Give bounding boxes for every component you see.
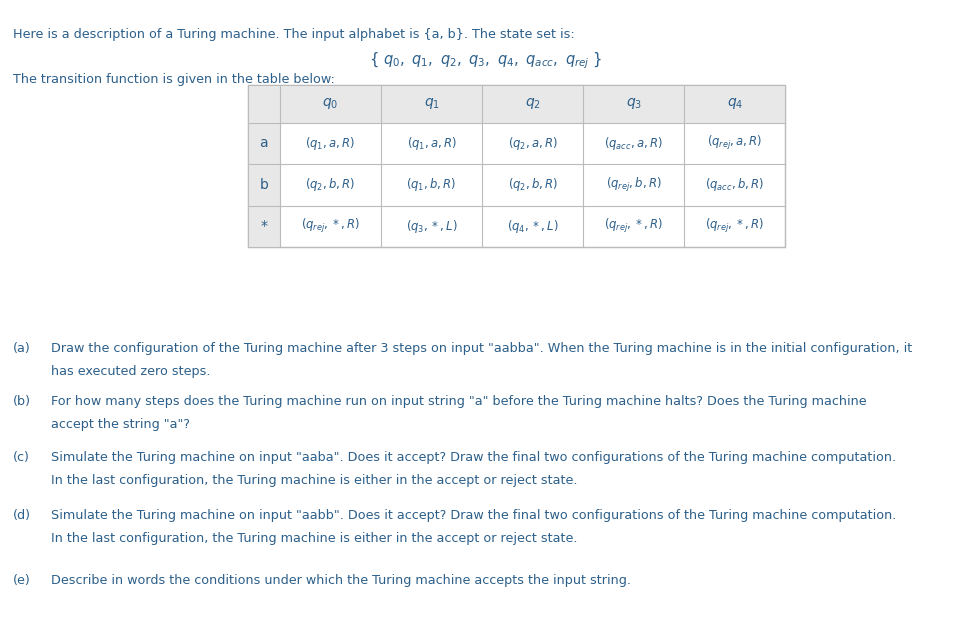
Text: $(q_2, b, R)$: $(q_2, b, R)$ bbox=[507, 176, 558, 193]
Text: a: a bbox=[260, 136, 268, 150]
Text: $(q_3, *, L)$: $(q_3, *, L)$ bbox=[405, 218, 458, 235]
Text: $q_2$: $q_2$ bbox=[525, 97, 540, 111]
Text: $(q_4, *, L)$: $(q_4, *, L)$ bbox=[506, 218, 559, 235]
Text: $(q_1, a, R)$: $(q_1, a, R)$ bbox=[406, 135, 457, 152]
Bar bbox=[248, 85, 280, 247]
Text: $q_3$: $q_3$ bbox=[626, 97, 642, 111]
Text: $q_0$: $q_0$ bbox=[323, 97, 338, 111]
Text: Here is a description of a Turing machine. The input alphabet is {a, b}. The sta: Here is a description of a Turing machin… bbox=[13, 28, 574, 41]
Bar bbox=[248, 85, 785, 247]
Text: For how many steps does the Turing machine run on input string "a" before the Tu: For how many steps does the Turing machi… bbox=[51, 395, 866, 408]
Text: Describe in words the conditions under which the Turing machine accepts the inpu: Describe in words the conditions under w… bbox=[51, 574, 631, 587]
Text: (b): (b) bbox=[13, 395, 31, 408]
Text: (d): (d) bbox=[13, 509, 31, 522]
Text: b: b bbox=[260, 178, 268, 192]
Text: $(q_{acc}, a, R)$: $(q_{acc}, a, R)$ bbox=[605, 135, 663, 152]
Text: Simulate the Turing machine on input "aaba". Does it accept? Draw the final two : Simulate the Turing machine on input "aa… bbox=[51, 451, 895, 464]
Text: $(q_1, a, R)$: $(q_1, a, R)$ bbox=[305, 135, 356, 152]
Bar bbox=[248, 85, 785, 123]
Text: $(q_1, b, R)$: $(q_1, b, R)$ bbox=[406, 176, 457, 193]
Text: $(q_{acc}, b, R)$: $(q_{acc}, b, R)$ bbox=[706, 176, 764, 193]
Text: *: * bbox=[260, 219, 267, 233]
Text: (c): (c) bbox=[13, 451, 29, 464]
Text: $(q_{rej}, *, R)$: $(q_{rej}, *, R)$ bbox=[301, 217, 360, 235]
Text: Draw the configuration of the Turing machine after 3 steps on input "aabba". Whe: Draw the configuration of the Turing mac… bbox=[51, 342, 912, 355]
Text: $(q_{rej}, b, R)$: $(q_{rej}, b, R)$ bbox=[606, 176, 662, 194]
Text: (a): (a) bbox=[13, 342, 30, 355]
Text: (e): (e) bbox=[13, 574, 30, 587]
Text: has executed zero steps.: has executed zero steps. bbox=[51, 365, 210, 378]
Text: In the last configuration, the Turing machine is either in the accept or reject : In the last configuration, the Turing ma… bbox=[51, 532, 577, 545]
Text: accept the string "a"?: accept the string "a"? bbox=[51, 418, 190, 431]
Text: $(q_{rej}, a, R)$: $(q_{rej}, a, R)$ bbox=[707, 134, 763, 152]
Text: Simulate the Turing machine on input "aabb". Does it accept? Draw the final two : Simulate the Turing machine on input "aa… bbox=[51, 509, 896, 522]
Text: $\{\ q_0,\ q_1,\ q_2,\ q_3,\ q_4,\ q_{acc},\ q_{rej}\ \}$: $\{\ q_0,\ q_1,\ q_2,\ q_3,\ q_4,\ q_{ac… bbox=[369, 51, 603, 71]
Text: $(q_2, a, R)$: $(q_2, a, R)$ bbox=[507, 135, 558, 152]
Text: In the last configuration, the Turing machine is either in the accept or reject : In the last configuration, the Turing ma… bbox=[51, 474, 577, 487]
Text: $(q_{rej}, *, R)$: $(q_{rej}, *, R)$ bbox=[605, 217, 663, 235]
Text: $q_4$: $q_4$ bbox=[727, 97, 743, 111]
Text: $(q_{rej}, *, R)$: $(q_{rej}, *, R)$ bbox=[706, 217, 764, 235]
Text: $q_1$: $q_1$ bbox=[424, 97, 439, 111]
Text: The transition function is given in the table below:: The transition function is given in the … bbox=[13, 73, 334, 86]
Text: $(q_2, b, R)$: $(q_2, b, R)$ bbox=[305, 176, 356, 193]
